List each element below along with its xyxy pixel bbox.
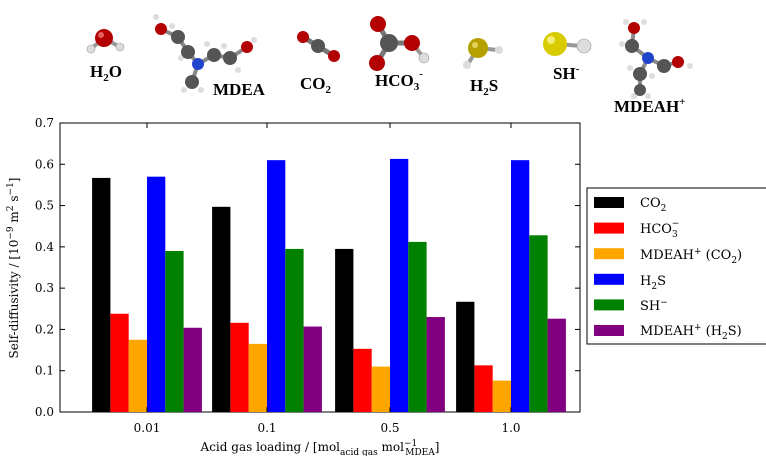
legend-swatch-2 — [594, 248, 624, 260]
bar-series5-cat2 — [426, 317, 445, 412]
bar-series2-cat3 — [492, 380, 511, 412]
y-tick-label-1: 0.1 — [35, 364, 54, 378]
bar-series3-cat1 — [267, 160, 286, 412]
y-tick-label-5: 0.5 — [35, 199, 54, 213]
x-axis-ticks: 0.01 0.1 0.5 1.0 — [134, 123, 521, 435]
y-tick-label-4: 0.4 — [35, 240, 54, 254]
y-tick-label-0: 0.0 — [35, 405, 54, 419]
legend-label-h2s: H2S — [640, 274, 666, 292]
molecule-illustrations — [86, 14, 693, 99]
h2o-molecule-icon — [86, 29, 125, 54]
molecule-label-hco3: HCO3- — [375, 68, 423, 93]
legend-label-hco3: HCO3− — [640, 219, 679, 240]
bar-series3-cat3 — [511, 160, 530, 412]
legend-swatch-1 — [594, 222, 624, 234]
bar-series5-cat1 — [303, 326, 322, 412]
molecule-label-mdea: MDEA — [213, 80, 266, 99]
y-tick-label-3: 0.3 — [35, 281, 54, 295]
legend-label-mdeah-h2s: MDEAH+ (H2S) — [640, 323, 742, 342]
y-axis-title: Self-diffusivity / [10−9 m2 s−1] — [6, 177, 21, 358]
legend-box — [586, 187, 766, 345]
bar-series4-cat0 — [165, 250, 184, 412]
molecule-label-sh: SH- — [553, 63, 580, 83]
x-tick-label-3: 1.0 — [501, 421, 520, 435]
legend: CO2 HCO3− MDEAH+ (CO2) H2S SH− MDEAH+ (H… — [586, 187, 766, 345]
x-tick-label-2: 0.5 — [380, 421, 399, 435]
bar-series0-cat0 — [92, 177, 111, 412]
molecule-label-mdeah: MDEAH+ — [614, 96, 685, 116]
bar-group — [92, 158, 566, 412]
hco3-molecule-icon — [369, 16, 430, 71]
legend-swatch-4 — [594, 299, 624, 311]
molecule-label-h2s: H2S — [470, 76, 498, 98]
legend-label-co2: CO2 — [640, 196, 666, 214]
x-axis-title: Acid gas loading / [molacid gas mol−1 MDE… — [200, 439, 440, 456]
bar-series4-cat2 — [408, 241, 427, 412]
bar-series5-cat0 — [183, 327, 202, 412]
bar-series1-cat0 — [110, 313, 129, 412]
bar-series2-cat1 — [248, 343, 267, 412]
h2s-molecule-icon — [463, 38, 503, 69]
bar-series5-cat3 — [547, 318, 566, 412]
y-tick-label-2: 0.2 — [35, 322, 54, 336]
bar-series4-cat3 — [529, 235, 548, 412]
legend-swatch-0 — [594, 197, 624, 208]
y-axis-ticks: 0.0 0.1 0.2 0.3 0.4 0.5 0.6 0.7 — [35, 116, 580, 419]
legend-swatch-3 — [594, 273, 624, 285]
y-tick-label-7: 0.7 — [35, 116, 54, 130]
sh-molecule-icon — [543, 32, 592, 56]
bar-series2-cat0 — [128, 339, 147, 412]
co2-molecule-icon — [297, 31, 340, 62]
molecule-labels: H2O MDEA CO2 HCO3- H2S SH- MDEAH+ — [90, 62, 685, 116]
bar-series0-cat1 — [212, 206, 231, 412]
mdeah-molecule-icon — [619, 19, 693, 99]
x-tick-label-1: 0.1 — [257, 421, 276, 435]
bar-series0-cat2 — [335, 248, 354, 412]
bar-series1-cat3 — [474, 365, 493, 412]
bar-series0-cat3 — [456, 301, 475, 412]
bar-series1-cat2 — [353, 348, 372, 412]
bar-series4-cat1 — [285, 248, 304, 412]
mdea-molecule-icon — [153, 14, 257, 93]
bar-series3-cat2 — [390, 158, 409, 412]
legend-label-mdeah-co2: MDEAH+ (CO2) — [640, 247, 742, 266]
legend-swatch-5 — [594, 325, 624, 336]
y-tick-label-6: 0.6 — [35, 157, 54, 171]
molecule-label-co2: CO2 — [300, 74, 332, 96]
bar-series3-cat0 — [147, 176, 166, 412]
bar-series1-cat1 — [230, 322, 249, 412]
x-tick-label-0: 0.01 — [134, 421, 161, 435]
molecule-label-h2o: H2O — [90, 62, 122, 84]
bar-series2-cat2 — [371, 366, 390, 412]
legend-swatches — [594, 197, 624, 336]
